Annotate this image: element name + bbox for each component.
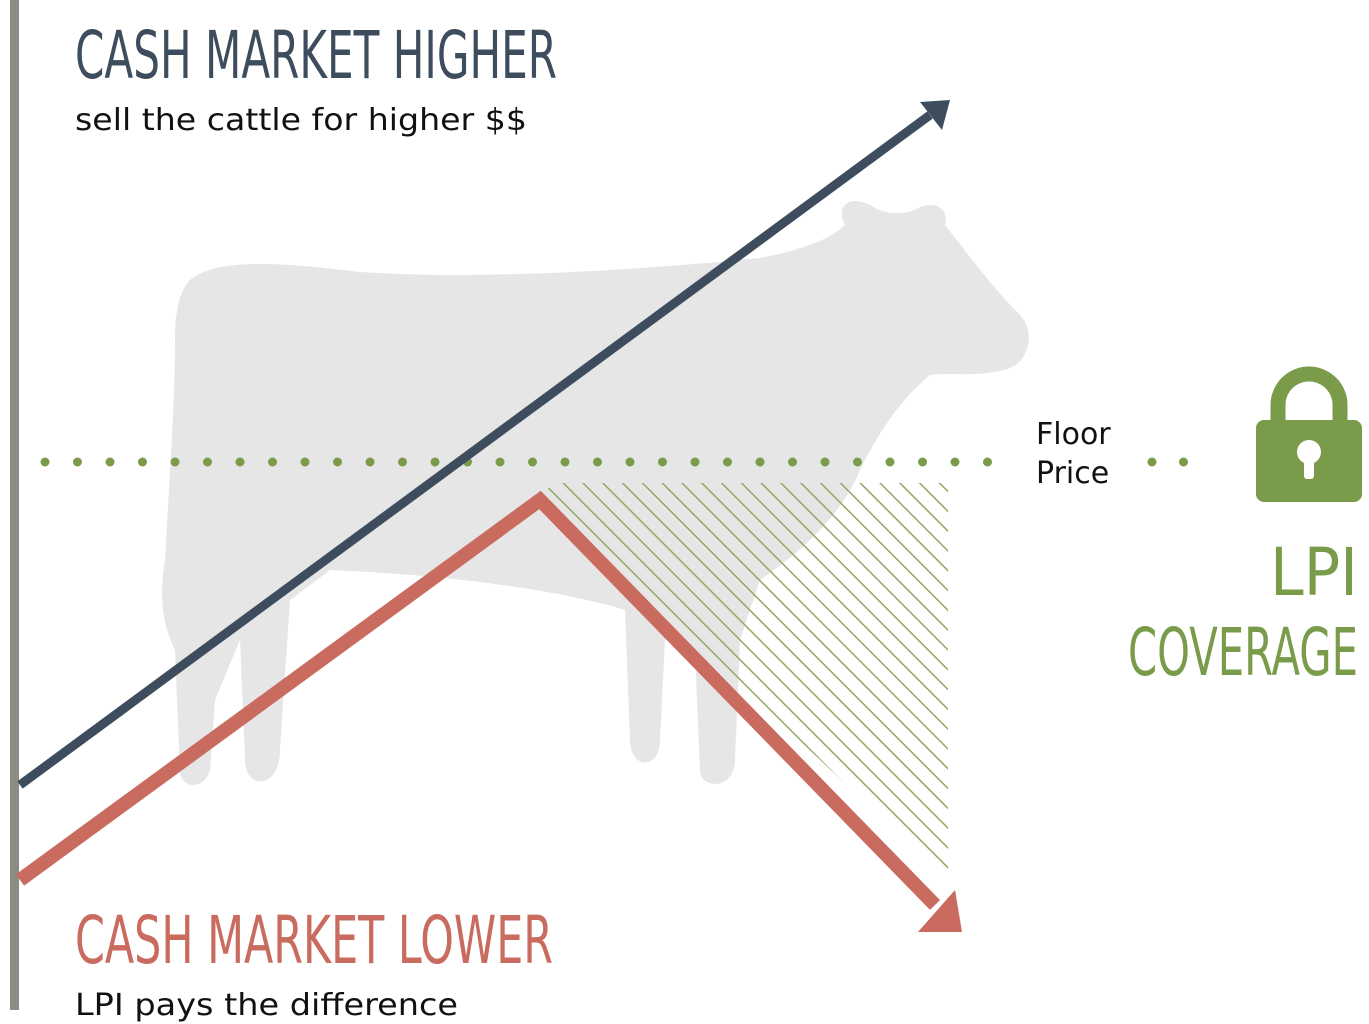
lower-title: CASH MARKET LOWER <box>75 902 553 979</box>
lock-icon <box>1256 374 1362 502</box>
infographic: CASH MARKET HIGHER sell the cattle for h… <box>0 0 1369 1024</box>
upper-title: CASH MARKET HIGHER <box>75 17 557 94</box>
lower-subtitle: LPI pays the difference <box>75 988 458 1023</box>
floor-label: Price <box>1036 456 1109 491</box>
floor-label: Floor <box>1036 417 1111 452</box>
coverage-label: COVERAGE <box>1128 614 1358 691</box>
axis-bar <box>10 0 19 1010</box>
upper-subtitle: sell the cattle for higher $$ <box>75 103 527 138</box>
coverage-area <box>540 483 948 880</box>
coverage-label: LPI <box>1270 534 1358 611</box>
page: {"upper": {"title": "CASH MARKET HIGHER"… <box>0 0 1369 1024</box>
